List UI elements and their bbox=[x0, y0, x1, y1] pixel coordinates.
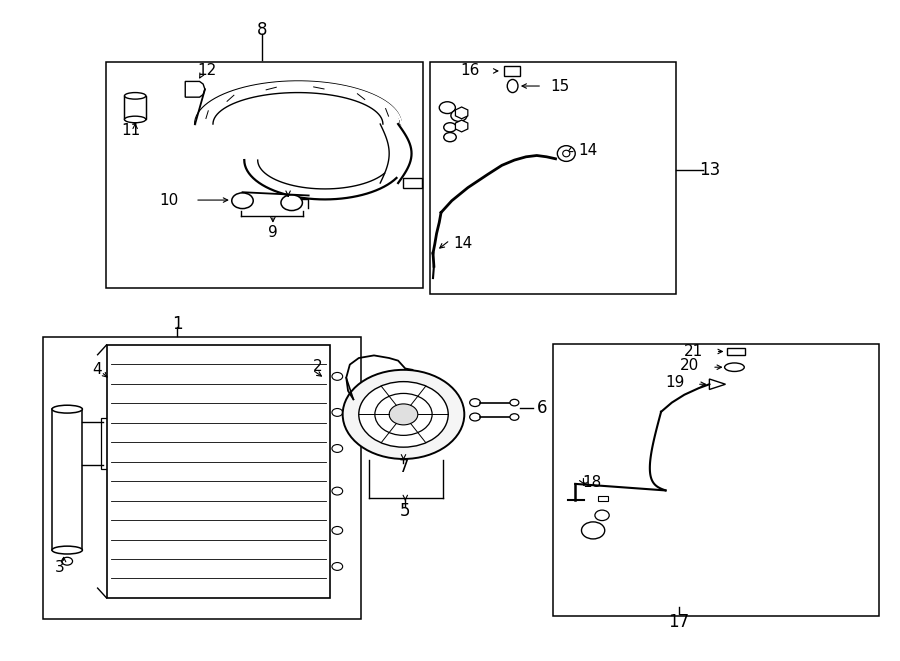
Circle shape bbox=[510, 399, 519, 406]
Bar bbox=[52, 409, 83, 550]
Polygon shape bbox=[709, 379, 725, 389]
Circle shape bbox=[281, 195, 302, 211]
Bar bbox=[124, 96, 146, 120]
Text: 14: 14 bbox=[454, 237, 473, 251]
Circle shape bbox=[470, 413, 481, 421]
Text: 3: 3 bbox=[55, 561, 65, 575]
Ellipse shape bbox=[52, 405, 83, 413]
Text: 16: 16 bbox=[460, 63, 480, 79]
Text: 15: 15 bbox=[550, 79, 570, 93]
Bar bbox=[43, 337, 361, 619]
Bar bbox=[106, 345, 330, 598]
Circle shape bbox=[332, 372, 343, 380]
Text: 14: 14 bbox=[579, 143, 598, 158]
Bar bbox=[553, 344, 879, 615]
Ellipse shape bbox=[508, 79, 518, 93]
Circle shape bbox=[444, 133, 456, 141]
Polygon shape bbox=[185, 81, 205, 97]
Circle shape bbox=[343, 369, 464, 459]
Ellipse shape bbox=[724, 363, 744, 371]
Text: 2: 2 bbox=[313, 359, 322, 374]
Text: 7: 7 bbox=[398, 458, 409, 476]
Circle shape bbox=[332, 487, 343, 495]
Circle shape bbox=[375, 393, 432, 436]
Ellipse shape bbox=[557, 145, 575, 161]
Circle shape bbox=[62, 557, 73, 565]
Text: 21: 21 bbox=[684, 344, 703, 359]
Circle shape bbox=[332, 445, 343, 452]
Ellipse shape bbox=[52, 546, 83, 554]
Circle shape bbox=[332, 526, 343, 534]
Text: 4: 4 bbox=[92, 362, 102, 377]
Text: 6: 6 bbox=[536, 399, 547, 417]
Polygon shape bbox=[455, 120, 468, 132]
Circle shape bbox=[510, 414, 519, 420]
Circle shape bbox=[332, 563, 343, 570]
Bar bbox=[105, 61, 423, 288]
Bar bbox=[598, 496, 608, 501]
Text: 13: 13 bbox=[698, 161, 720, 179]
Polygon shape bbox=[455, 107, 468, 119]
Text: 20: 20 bbox=[680, 358, 698, 373]
Text: 17: 17 bbox=[669, 613, 689, 631]
Circle shape bbox=[451, 110, 467, 122]
Circle shape bbox=[359, 381, 448, 447]
Text: 18: 18 bbox=[582, 475, 601, 490]
Bar bbox=[727, 348, 745, 356]
Circle shape bbox=[232, 193, 253, 209]
Circle shape bbox=[439, 102, 455, 114]
Text: 8: 8 bbox=[256, 21, 267, 39]
Circle shape bbox=[581, 522, 605, 539]
Circle shape bbox=[389, 404, 418, 425]
Text: 12: 12 bbox=[197, 63, 216, 79]
Text: 19: 19 bbox=[665, 375, 684, 391]
Text: 11: 11 bbox=[122, 123, 140, 138]
Circle shape bbox=[444, 123, 456, 132]
Bar bbox=[504, 66, 520, 75]
Text: 10: 10 bbox=[158, 192, 178, 208]
Bar bbox=[101, 418, 113, 469]
Bar bbox=[430, 61, 676, 294]
Bar bbox=[402, 178, 422, 188]
Ellipse shape bbox=[562, 150, 570, 157]
Circle shape bbox=[595, 510, 609, 521]
Circle shape bbox=[332, 408, 343, 416]
Ellipse shape bbox=[124, 116, 146, 123]
Text: 9: 9 bbox=[268, 225, 278, 240]
Text: 1: 1 bbox=[172, 315, 183, 333]
Text: 5: 5 bbox=[400, 502, 410, 520]
Circle shape bbox=[470, 399, 481, 407]
Ellipse shape bbox=[124, 93, 146, 99]
